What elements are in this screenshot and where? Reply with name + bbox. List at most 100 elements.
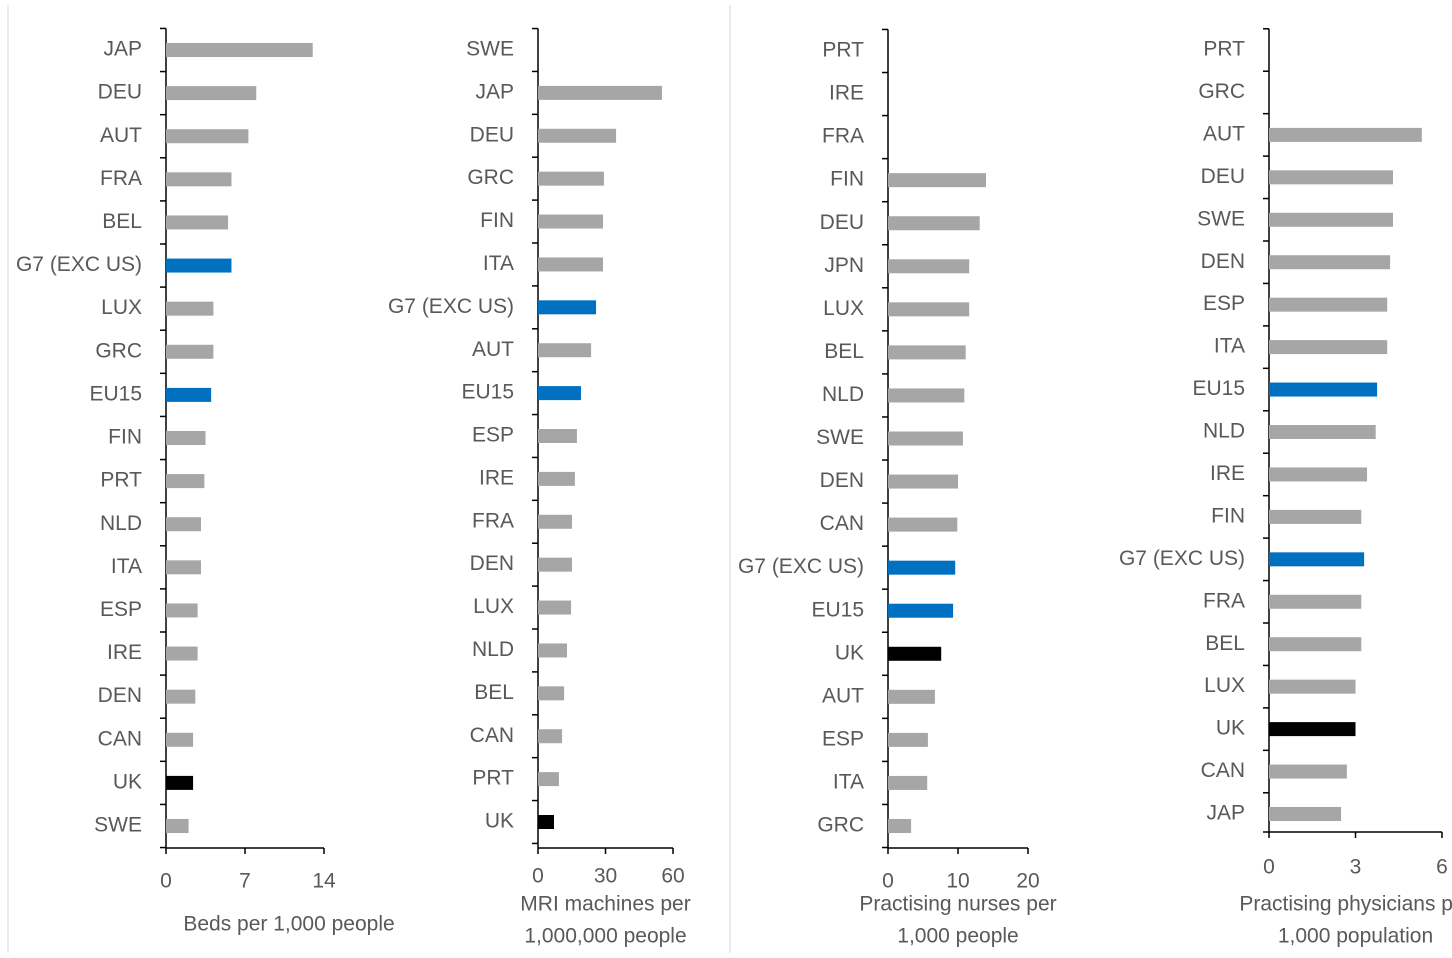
x-axis-label: Practising physicians per [1239,893,1452,916]
y-tick-label: JAP [475,80,514,103]
bar [538,214,604,229]
y-tick-label: LUX [1204,674,1245,697]
y-tick-label: FRA [822,125,864,148]
y-tick-label: UK [1216,717,1245,740]
y-tick-label: IRE [479,466,514,489]
bar [888,775,928,790]
bar [538,514,572,529]
x-tick-label: 60 [661,865,684,888]
y-tick-label: ITA [111,555,142,578]
bar [166,689,196,704]
y-tick-label: SWE [466,38,514,61]
bar [1269,679,1356,694]
y-tick-label: GRC [817,814,864,837]
y-tick-label: IRE [1210,462,1245,485]
bar [888,517,958,532]
bar [538,815,554,829]
bar [1269,722,1356,737]
bar [166,43,313,57]
x-tick-label: 10 [946,870,969,893]
bar [538,343,592,358]
bar [166,387,212,402]
bar [1269,552,1365,567]
y-tick-label: NLD [822,383,864,406]
y-tick-label: G7 (EXC US) [388,295,514,318]
y-tick-label: ESP [822,727,864,750]
bar [888,431,963,446]
bar [166,86,257,101]
y-tick-label: GRC [1198,80,1245,103]
y-tick-label: CAN [98,727,142,750]
bar [166,732,194,747]
bar [166,258,232,273]
y-tick-label: SWE [1197,207,1245,230]
bar [538,171,604,186]
y-tick-label: CAN [820,512,864,535]
y-tick-label: BEL [102,210,142,233]
bar [166,431,206,445]
y-tick-label: UK [835,641,864,664]
y-tick-label: BEL [824,340,864,363]
bar [538,128,617,143]
x-tick-label: 0 [1263,856,1275,879]
bar [888,474,958,489]
y-tick-label: ESP [1203,292,1245,315]
bar [538,729,563,744]
y-tick-label: AUT [100,124,142,147]
y-tick-label: ITA [1214,335,1245,358]
bar [888,259,970,274]
y-tick-label: SWE [94,814,142,837]
bar [1269,807,1342,821]
bar [1269,594,1362,609]
y-tick-label: UK [113,770,142,793]
bar [166,344,214,359]
bar [166,646,198,661]
y-tick-label: FIN [108,426,142,449]
y-tick-label: G7 (EXC US) [1119,547,1245,570]
bar [1269,425,1376,439]
x-tick-label: 0 [160,870,172,893]
y-tick-label: ITA [483,252,514,275]
y-tick-label: EU15 [1192,377,1245,400]
bar [538,471,575,486]
y-tick-label: FIN [1211,504,1245,527]
x-tick-label: 0 [532,865,544,888]
y-tick-label: CAN [470,724,514,747]
bar [538,686,565,701]
bar [538,300,597,315]
y-tick-label: DEU [470,123,514,146]
y-tick-label: GRC [467,166,514,189]
y-tick-label: BEL [1205,632,1245,655]
y-tick-label: FRA [472,509,514,532]
y-tick-label: EU15 [811,598,864,621]
bar [1269,255,1391,270]
y-tick-label: FIN [830,168,864,191]
bar [166,474,205,489]
y-tick-label: GRC [95,339,142,362]
y-tick-label: IRE [829,82,864,105]
y-tick-label: G7 (EXC US) [738,555,864,578]
y-tick-label: AUT [822,684,864,707]
bar [166,560,201,575]
y-tick-label: PRT [1203,38,1245,61]
bar [166,603,198,618]
x-axis-label: 1,000 people [897,925,1018,948]
y-tick-label: SWE [816,426,864,449]
x-axis-label: 1,000 population [1278,925,1433,948]
bar [538,557,572,572]
bar [538,257,604,272]
x-tick-label: 3 [1350,856,1362,879]
bar [166,301,214,316]
bar [888,819,912,833]
y-tick-label: CAN [1201,759,1245,782]
y-tick-label: IRE [107,641,142,664]
y-tick-label: DEU [1201,165,1245,188]
bar [888,302,970,317]
bar [888,646,942,661]
y-tick-label: JPN [824,254,864,277]
y-tick-label: G7 (EXC US) [16,253,142,276]
y-tick-label: NLD [1203,420,1245,443]
bar [1269,127,1422,142]
y-tick-label: ESP [472,424,514,447]
y-tick-label: DEN [98,684,142,707]
